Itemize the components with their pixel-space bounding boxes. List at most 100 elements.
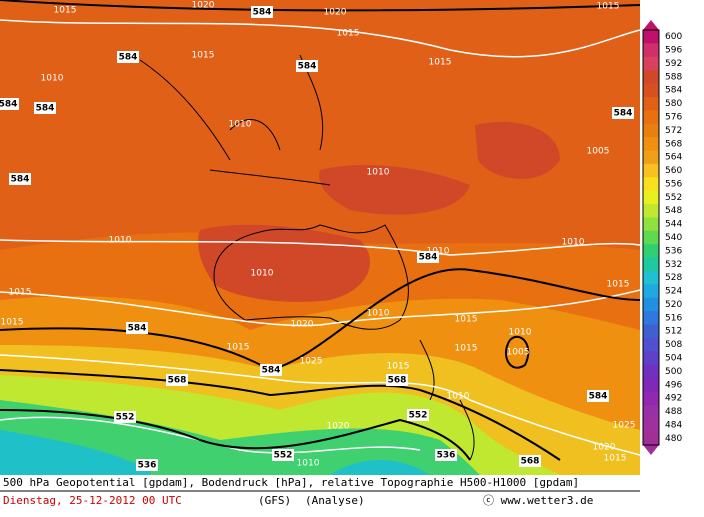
contour-label-box bbox=[296, 60, 318, 72]
legend-label: 532 bbox=[665, 260, 682, 270]
isobars bbox=[0, 19, 641, 456]
contour-label: 1015 bbox=[337, 29, 360, 39]
legend-label: 492 bbox=[665, 394, 682, 404]
contour-label: 552 bbox=[409, 411, 428, 421]
legend-label: 572 bbox=[665, 126, 682, 136]
legend-swatch bbox=[643, 204, 659, 218]
legend-swatch bbox=[643, 364, 659, 379]
legend-label: 544 bbox=[665, 220, 682, 230]
contour-label: 1010 bbox=[367, 309, 390, 319]
contour-label-box bbox=[9, 173, 31, 185]
contour-label-box bbox=[386, 374, 408, 386]
contour-label-box bbox=[260, 364, 282, 376]
legend-label: 488 bbox=[665, 407, 682, 417]
legend-label: 560 bbox=[665, 166, 682, 176]
contour-label: 1015 bbox=[607, 280, 630, 290]
legend-swatch bbox=[643, 257, 659, 272]
contour-label: 552 bbox=[116, 413, 135, 423]
contour-label-box bbox=[126, 322, 148, 334]
contour-label: 1010 bbox=[509, 328, 532, 338]
contour-label: 1020 bbox=[327, 422, 350, 432]
footer-description: 500 hPa Geopotential [gpdam], Bodendruck… bbox=[3, 476, 579, 489]
contour-label: 1015 bbox=[192, 51, 215, 61]
legend-swatch bbox=[643, 311, 659, 326]
footer-model: (GFS) bbox=[258, 494, 291, 507]
legend-swatch bbox=[643, 230, 659, 245]
legend-swatch bbox=[643, 163, 659, 178]
contour-label-box bbox=[166, 374, 188, 386]
contour-label: 1015 bbox=[455, 344, 478, 354]
contour-label: 1005 bbox=[507, 348, 530, 358]
legend-label: 592 bbox=[665, 59, 682, 69]
legend-label: 484 bbox=[665, 420, 682, 430]
footer-date: Dienstag, 25-12-2012 00 UTC bbox=[3, 494, 182, 507]
contour-label: 1010 bbox=[251, 269, 274, 279]
contour-label-box bbox=[587, 390, 609, 402]
legend-label: 600 bbox=[665, 32, 682, 42]
contour-label-box bbox=[251, 6, 273, 18]
legend-swatch bbox=[643, 337, 659, 352]
legend-swatch bbox=[643, 70, 659, 85]
band-528 bbox=[0, 430, 430, 475]
legend-label: 536 bbox=[665, 246, 682, 256]
legend-label: 540 bbox=[665, 233, 682, 243]
legend-label: 564 bbox=[665, 153, 682, 163]
legend-swatch bbox=[643, 217, 659, 232]
contour-label-box bbox=[34, 102, 56, 114]
contour-label: 584 bbox=[128, 324, 147, 334]
contour-label-box bbox=[114, 411, 136, 423]
legend-swatch bbox=[643, 418, 659, 433]
legend-swatch bbox=[643, 150, 659, 165]
contour-label: 568 bbox=[168, 376, 187, 386]
contour-label: 1010 bbox=[297, 459, 320, 469]
contour-label: 1015 bbox=[604, 454, 627, 464]
legend-label: 524 bbox=[665, 287, 682, 297]
contour-label: 1010 bbox=[229, 120, 252, 130]
footer-run: (Analyse) bbox=[305, 494, 365, 507]
legend-label: 552 bbox=[665, 193, 682, 203]
contour-label: 1015 bbox=[429, 58, 452, 68]
contour-label: 1025 bbox=[300, 357, 323, 367]
contour-label-box bbox=[435, 449, 457, 461]
contour-label-box bbox=[612, 107, 634, 119]
contour-label: 1015 bbox=[9, 288, 32, 298]
legend-label: 528 bbox=[665, 273, 682, 283]
contour-label-box bbox=[0, 98, 19, 110]
legend-swatch bbox=[643, 30, 659, 44]
legend-swatch bbox=[643, 244, 659, 259]
contour-label-box bbox=[519, 455, 541, 467]
contour-label: 584 bbox=[253, 8, 272, 18]
contour-label: 1010 bbox=[109, 236, 132, 246]
legend-label: 496 bbox=[665, 380, 682, 390]
contour-label: 584 bbox=[298, 62, 317, 72]
legend-frame bbox=[642, 29, 660, 446]
legend-swatch bbox=[643, 43, 659, 58]
legend-swatch bbox=[643, 270, 659, 285]
contour-label: 1015 bbox=[387, 362, 410, 372]
contour-label: 552 bbox=[274, 451, 293, 461]
legend-label: 576 bbox=[665, 113, 682, 123]
legend-label: 480 bbox=[665, 434, 682, 444]
legend-label: 580 bbox=[665, 99, 682, 109]
contour-label-box bbox=[136, 459, 158, 471]
legend-label: 504 bbox=[665, 353, 682, 363]
legend-label: 508 bbox=[665, 340, 682, 350]
contour-label: 1020 bbox=[192, 1, 215, 11]
contour-label: 1010 bbox=[367, 168, 390, 178]
contour-label: 584 bbox=[119, 53, 138, 63]
contour-label: 1015 bbox=[455, 315, 478, 325]
legend-label: 512 bbox=[665, 327, 682, 337]
legend-swatch bbox=[643, 324, 659, 339]
contour-label: 1020 bbox=[291, 320, 314, 330]
legend-swatch bbox=[643, 137, 659, 151]
legend-swatch bbox=[643, 431, 659, 446]
legend-swatch bbox=[643, 96, 659, 111]
footer-credit: ⓒ www.wetter3.de bbox=[483, 494, 593, 507]
legend-label: 556 bbox=[665, 179, 682, 189]
legend-label: 548 bbox=[665, 206, 682, 216]
legend-label: 588 bbox=[665, 72, 682, 82]
contour-label-box bbox=[117, 51, 139, 63]
legend-swatch bbox=[643, 56, 659, 71]
high-region bbox=[198, 121, 560, 302]
